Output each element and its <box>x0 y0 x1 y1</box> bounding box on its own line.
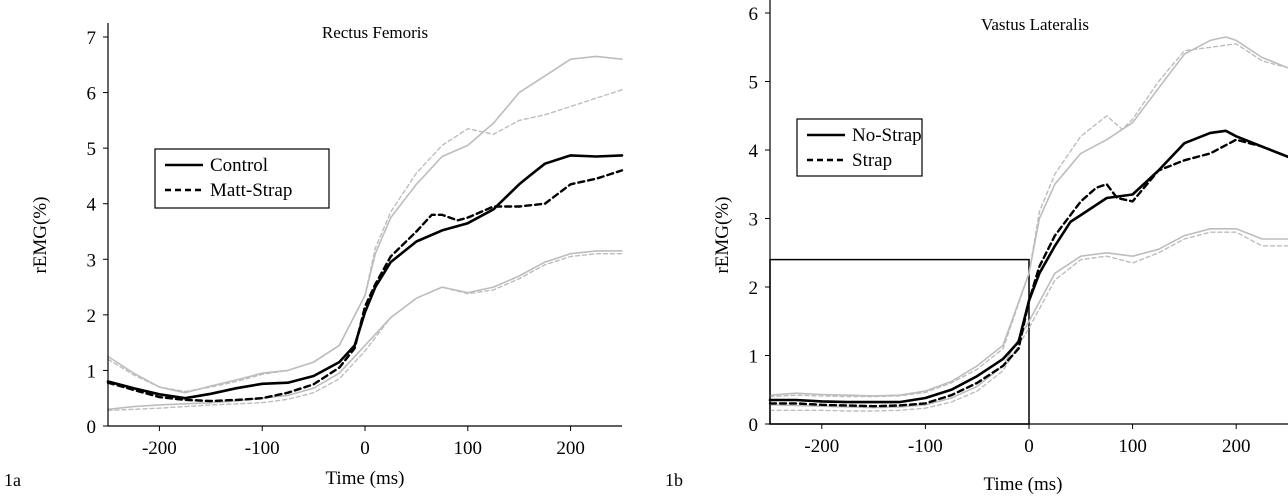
y-tick-label: 1 <box>749 347 759 368</box>
legend-label: Strap <box>852 150 892 171</box>
legend-label: No-Strap <box>852 125 922 146</box>
legend-box <box>154 148 330 209</box>
x-axis-title: Time (ms) <box>325 468 404 489</box>
x-tick-label: -200 <box>804 436 839 457</box>
x-tick-label: 100 <box>454 438 483 459</box>
panel-label: 1b <box>665 470 683 490</box>
y-tick-label: 4 <box>87 195 97 216</box>
x-tick-label: 0 <box>1024 436 1034 457</box>
legend-label: Matt-Strap <box>210 180 292 201</box>
y-tick-label: 2 <box>749 278 759 299</box>
band-line-3 <box>107 89 623 393</box>
y-axis-title: rEMG(%) <box>30 196 51 273</box>
x-tick-label: -100 <box>908 436 943 457</box>
y-tick-label: 6 <box>749 4 759 25</box>
band-line-4 <box>769 228 1288 409</box>
y-tick-label: 3 <box>749 210 759 231</box>
band-line-2 <box>107 55 623 394</box>
legend: Control Matt-Strap <box>154 148 330 209</box>
band-line-5 <box>769 231 1288 412</box>
y-tick-label: 0 <box>749 415 759 436</box>
chart-panel-1b: Vastus Lateralis -200 -100 0 100 2000123456 … <box>665 0 1288 495</box>
x-tick-label: 0 <box>360 438 370 459</box>
x-tick-label: 100 <box>1118 436 1147 457</box>
chart-title: Rectus Femoris <box>322 23 428 42</box>
series-line-matt-strap <box>106 169 624 403</box>
series-layer <box>768 36 1288 425</box>
axes: -200 -100 0 100 200 0 1 2 3 4 5 6 7 <box>87 23 622 459</box>
legend-box <box>796 118 923 177</box>
y-tick-label: 0 <box>87 417 97 438</box>
y-axis-title: rEMG(%) <box>712 196 733 273</box>
legend-label: Control <box>210 155 268 176</box>
y-tick-label: 6 <box>87 84 97 105</box>
series-line-no-strap <box>768 129 1288 404</box>
x-tick-label: -100 <box>245 438 280 459</box>
y-tick-label: 7 <box>87 28 97 49</box>
series-line-control <box>106 154 624 400</box>
legend: No-Strap Strap <box>796 118 923 177</box>
band-line-4 <box>107 250 623 411</box>
panel-label: 1a <box>4 470 21 490</box>
band-line-5 <box>107 252 623 412</box>
y-tick-label: 4 <box>749 141 759 162</box>
chart-title: Vastus Lateralis <box>981 15 1089 34</box>
y-tick-label: 2 <box>87 306 97 327</box>
highlight-box <box>769 258 1030 425</box>
y-tick-label: 3 <box>87 250 97 271</box>
band-line-2 <box>769 36 1288 397</box>
y-tick-label: 5 <box>87 139 97 160</box>
x-tick-label: 200 <box>556 438 585 459</box>
series-line-strap <box>768 138 1288 408</box>
series-layer <box>106 55 624 412</box>
x-axis-title: Time (ms) <box>983 474 1062 495</box>
y-tick-label: 5 <box>749 73 759 94</box>
x-tick-label: 200 <box>1222 436 1251 457</box>
axes: -200 -100 0 100 200 0 1 2 3 4 5 6 <box>749 0 1288 457</box>
y-tick-label: 1 <box>87 361 97 382</box>
x-tick-label: -200 <box>142 438 177 459</box>
band-line-3 <box>769 43 1288 398</box>
chart-panel-1a: Rectus Femoris -200 -100 0 100 200 0 1 2 3 4 5 6 7 C… <box>4 23 624 490</box>
